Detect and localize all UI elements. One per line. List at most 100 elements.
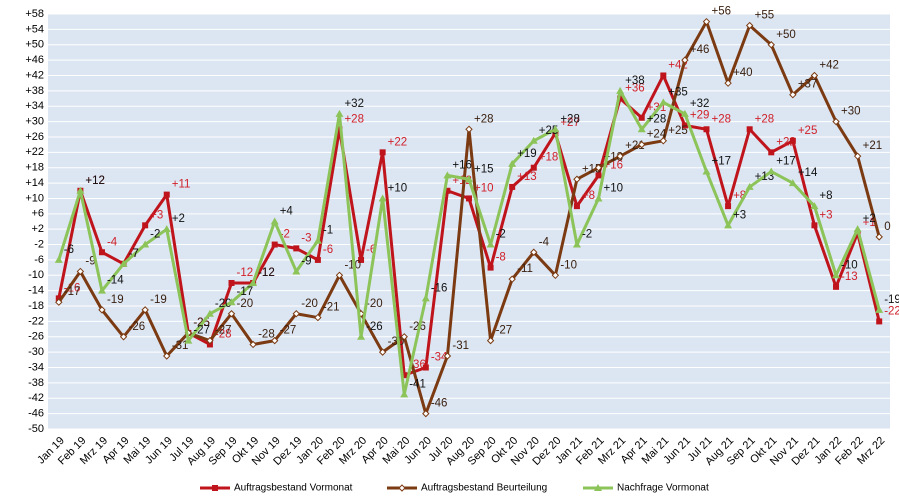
marker (357, 332, 366, 340)
data-label: -27 (280, 325, 297, 337)
y-tick-label: -46 (28, 408, 44, 420)
y-tick-label: -38 (28, 377, 44, 389)
y-tick-label: -2 (34, 238, 44, 250)
plot-background (48, 14, 890, 429)
marker (76, 186, 85, 194)
marker (595, 172, 602, 179)
data-label: -7 (129, 248, 139, 260)
legend-marker (212, 485, 218, 491)
y-tick-label: -18 (28, 300, 44, 312)
marker (184, 336, 193, 344)
data-label: -21 (323, 302, 340, 314)
marker (141, 306, 149, 314)
data-label: -3 (301, 232, 311, 244)
data-label: +37 (798, 79, 818, 91)
data-label: -10 (841, 259, 858, 271)
marker (205, 309, 214, 317)
data-label: +8 (819, 190, 832, 202)
marker (875, 305, 884, 313)
data-label: +32 (344, 98, 364, 110)
marker (681, 56, 689, 64)
y-tick-label: +14 (25, 177, 44, 189)
y-tick-label: -42 (28, 392, 44, 404)
data-label: -46 (431, 398, 448, 410)
data-label: -20 (215, 298, 232, 310)
y-tick-label: +10 (25, 192, 44, 204)
y-tick-label: +42 (25, 69, 44, 81)
marker (249, 340, 257, 349)
marker (767, 41, 775, 49)
marker (400, 390, 409, 398)
marker (358, 256, 365, 263)
data-label: -12 (258, 267, 275, 279)
data-label: -19 (884, 294, 899, 306)
marker (876, 318, 883, 325)
y-tick-label: -30 (28, 346, 44, 358)
marker (401, 372, 408, 379)
legend-marker (594, 484, 602, 491)
legend-label: Auftragsbestand Beurteilung (421, 483, 547, 494)
marker (725, 203, 732, 210)
data-label: +12 (85, 175, 105, 187)
marker (745, 21, 754, 30)
data-label: -17 (64, 286, 81, 298)
y-tick-label: +2 (31, 223, 44, 235)
data-label: -4 (107, 236, 118, 248)
data-label: +4 (280, 206, 294, 218)
data-label: -6 (366, 244, 376, 256)
marker (206, 341, 213, 348)
marker (163, 191, 170, 198)
data-label: +46 (690, 44, 710, 56)
marker (465, 125, 473, 133)
data-label: +15 (474, 163, 494, 175)
marker (313, 236, 322, 244)
data-label: +28 (474, 113, 494, 125)
data-label: +24 (647, 129, 667, 141)
data-label: -16 (431, 282, 448, 294)
legend-label: Nachfrage Vormonat (617, 483, 709, 494)
data-label: +17 (776, 156, 796, 168)
data-label: +12 (85, 175, 105, 187)
data-label: +17 (711, 156, 731, 168)
marker (659, 98, 668, 106)
marker (228, 279, 235, 286)
legend-label: Auftragsbestand Vormonat (234, 483, 353, 494)
marker (486, 240, 495, 248)
series: -6+12-14-7-2+2-27-20-17-12+4-9-1+32-26+1… (54, 75, 899, 398)
data-label: +2 (172, 213, 185, 225)
data-label: +28 (647, 113, 667, 125)
marker (853, 225, 862, 233)
marker (142, 222, 149, 229)
data-label: +35 (668, 86, 688, 98)
data-label: +25 (668, 125, 688, 137)
data-label: +18 (539, 152, 559, 164)
marker (594, 194, 603, 202)
marker (638, 114, 645, 121)
data-label: -13 (841, 271, 858, 283)
data-label: -2 (150, 229, 160, 241)
data-label: +3 (150, 209, 163, 221)
marker (810, 202, 819, 210)
y-tick-label: +46 (25, 54, 44, 66)
marker (443, 171, 452, 179)
data-label: +56 (711, 6, 731, 18)
data-label: -12 (237, 267, 254, 279)
marker (617, 95, 624, 102)
y-tick-label: +18 (25, 162, 44, 174)
legend-marker (398, 484, 406, 492)
marker (422, 364, 429, 371)
marker (97, 286, 106, 294)
data-label: +21 (863, 140, 883, 152)
data-label: +14 (798, 167, 818, 179)
marker (378, 348, 387, 356)
data-label: +42 (819, 60, 839, 72)
data-label: +16 (452, 159, 472, 171)
data-label: +28 (755, 113, 775, 125)
data-label: +3 (733, 209, 746, 221)
data-label: +36 (625, 83, 645, 95)
data-label: -27 (193, 325, 210, 337)
marker (141, 240, 150, 248)
data-label: +11 (172, 179, 191, 191)
marker (875, 233, 883, 241)
